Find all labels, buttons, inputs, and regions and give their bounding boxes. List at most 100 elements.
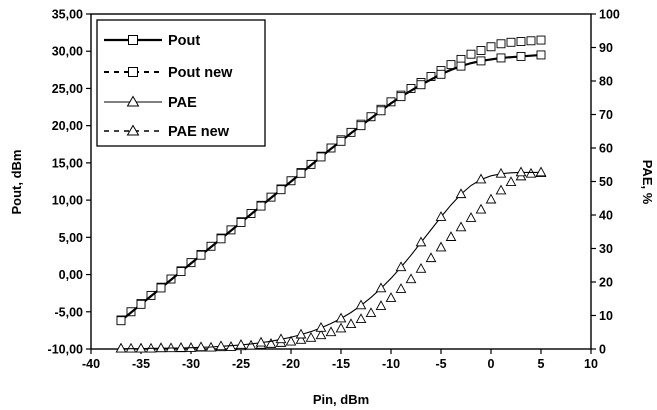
point-pae [215,340,227,351]
point-pae [435,211,447,221]
point-pae-new [285,335,297,346]
point-pae-new [125,342,137,353]
legend-label-pout-new: Pout new [168,65,233,81]
y-right-tick-label: 40 [599,209,613,223]
series-pae [115,166,547,353]
point-pae-new [425,252,437,263]
point-pae-new [325,326,337,337]
y-right-tick-label: 60 [599,142,613,156]
point-pae-new [355,313,367,324]
point-pae [195,341,207,352]
x-tick-label: -10 [382,357,400,371]
x-tick-label: -5 [435,357,446,371]
point-pout [396,92,406,102]
y-left-tick-label: 25,00 [52,82,83,96]
legend-label-pae-new: PAE new [168,124,230,140]
legend-marker-pout [128,35,138,45]
point-pout [376,106,386,116]
point-pout [456,61,466,71]
point-pae-new [365,307,377,318]
point-pae [515,166,527,177]
point-pout [176,267,186,277]
point-pout [536,50,546,60]
y-left-tick-label: -5,00 [55,305,84,319]
point-pout-new [486,42,496,52]
point-pout [296,168,306,178]
point-pout [416,80,426,90]
point-pae-new [415,262,427,273]
y-left-tick-label: 5,00 [59,231,83,245]
point-pout [516,51,526,61]
point-pae [375,282,387,293]
point-pae-new [295,334,307,344]
x-tick-label: -15 [332,357,350,371]
point-pae [475,173,487,184]
point-pout-new [516,37,526,46]
point-pae-new [395,283,407,293]
point-pae-new [475,203,487,214]
point-pae [295,328,307,339]
point-pae [415,236,427,247]
series-line-pout [120,53,542,322]
x-tick-label: -40 [82,357,100,371]
point-pout [436,69,446,79]
legend-label-pout: Pout [168,33,200,49]
point-pout [116,316,126,326]
point-pout [236,217,246,227]
axis-ticks: -40 -35 -30 -25 -20 -15 -10 -5 0 5 10 -10,00 -5,00 0,… [48,8,620,372]
y-right-tick-label: 20 [599,276,613,290]
point-pout [496,53,506,63]
legend-marker-pae-new [126,124,140,136]
y-axis-left-title: Pout, dBm [9,150,24,215]
series [115,35,547,353]
point-pae [255,336,267,347]
point-pout-new [496,39,506,49]
point-pae-new [465,212,477,222]
point-pae [395,261,407,272]
y-right-tick-label: 50 [599,175,613,189]
point-pae-new [375,300,387,310]
point-pout [316,152,326,162]
y-left-tick-label: 20,00 [52,119,83,133]
point-pae-new [455,221,467,232]
point-pae [315,321,327,332]
point-pout-new [476,46,486,55]
point-pae-new [335,322,347,333]
y-left-tick-label: 0,00 [59,268,83,282]
y-right-tick-label: 30 [599,242,613,256]
y-axis-right-title: PAE, % [640,160,655,205]
legend-item-pout-new: Pout new [104,65,233,81]
legend-label-pae: PAE [168,95,197,111]
point-pout-new [536,35,546,45]
y-left-tick-label: 35,00 [52,8,83,22]
point-pae [115,342,127,353]
x-tick-label: 10 [584,357,598,371]
x-tick-label: -20 [282,357,300,371]
y-right-tick-label: 100 [599,8,620,22]
legend-item-pae: PAE [104,95,197,111]
point-pout-new [506,37,516,47]
x-tick-label: -25 [232,357,250,371]
point-pout [336,136,346,146]
point-pae-new [345,318,357,329]
point-pae-new [485,193,497,204]
point-pout [156,283,166,293]
legend: Pout Pout new PAE PAE new [96,19,266,147]
point-pae-new [385,292,397,302]
point-pout [136,299,146,309]
y-left-tick-label: -10,00 [48,343,83,357]
x-axis-title: Pin, dBm [313,392,369,407]
y-left-tick-label: 15,00 [52,156,83,170]
y-left-tick-label: 30,00 [52,45,83,59]
point-pae [455,188,467,199]
point-pae [275,333,287,344]
x-tick-label: 0 [488,357,495,371]
legend-marker-pout-new [128,67,138,77]
y-right-tick-label: 70 [599,108,613,122]
y-right-tick-label: 90 [599,41,613,55]
point-pae-new [265,338,277,348]
legend-marker-pae [126,95,140,107]
legend-item-pae-new: PAE new [104,124,230,140]
point-pae-new [435,241,447,252]
